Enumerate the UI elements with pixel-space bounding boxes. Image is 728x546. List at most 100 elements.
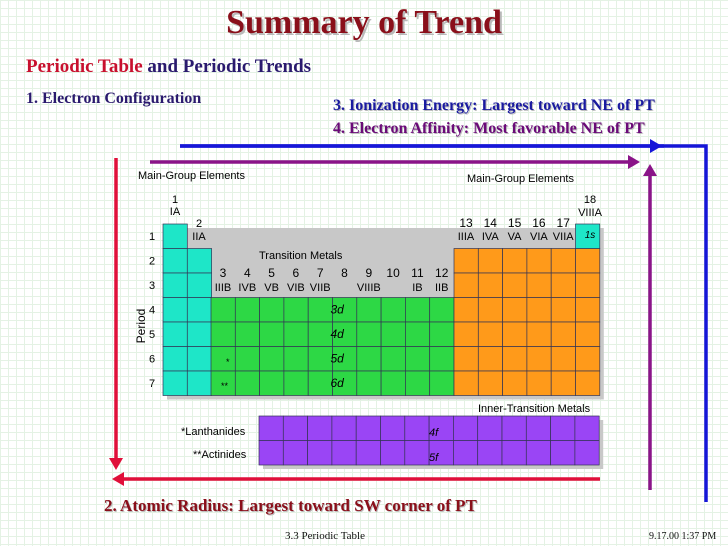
f-block-cell: [574, 415, 600, 441]
s-block-cell: [162, 223, 188, 249]
radius-arrow-down-head: [109, 458, 123, 470]
subtitle-periodic-trends: and Periodic Trends: [147, 56, 312, 77]
orbital-5f-label: 5f: [429, 452, 439, 464]
period-number: 4: [149, 305, 155, 317]
f-block-cell: [550, 415, 576, 441]
s-block-cell: [162, 297, 188, 323]
p-block-cell: [575, 346, 601, 372]
period-number: 3: [149, 280, 155, 292]
d-block-cell: [429, 297, 455, 323]
p-block-cell: [550, 297, 576, 323]
d-group-number: 4: [244, 266, 251, 280]
p-block-cell: [477, 321, 503, 347]
d-group-number: 9: [365, 266, 372, 280]
d-block-cell: [356, 346, 382, 372]
f-block-cell: [307, 415, 333, 441]
p-block-cell: [526, 321, 552, 347]
p-block-cell: [575, 272, 601, 298]
s-block-cell: [186, 297, 212, 323]
s-block-cell: [162, 272, 188, 298]
f-block-cell: [453, 440, 479, 466]
f-block-cell: [331, 440, 357, 466]
d-block-cell: [405, 346, 431, 372]
p-block-cell: [526, 272, 552, 298]
f-block-cell: [453, 415, 479, 441]
p-block-cell: [477, 346, 503, 372]
p-block-cell: [575, 297, 601, 323]
d-block-cell: [429, 321, 455, 347]
p-group-roman: VIA: [530, 231, 548, 243]
d-group-number: 10: [386, 266, 400, 280]
s-block-cell: [162, 346, 188, 372]
period-number: 2: [149, 256, 155, 268]
d-block-cell: [429, 346, 455, 372]
group-1-roman: IA: [170, 206, 181, 218]
d-group-roman: IVB: [238, 282, 256, 294]
slide-title: Summary of Trend: [226, 4, 502, 41]
p-group-roman: IIIA: [458, 231, 475, 243]
p-block-cell: [526, 297, 552, 323]
trend-ionization-energy: 3. Ionization Energy: Largest toward NE …: [333, 97, 655, 114]
d-group-number: 6: [293, 266, 300, 280]
period-number: 6: [149, 354, 155, 366]
d-group-number: 7: [317, 266, 324, 280]
d-block-cell: [283, 297, 309, 323]
d-group-roman: IB: [412, 282, 422, 294]
f-block-cell: [355, 415, 381, 441]
p-block-cell: [477, 272, 503, 298]
d-group-roman: VIB: [287, 282, 305, 294]
d-block-cell: [380, 370, 406, 396]
f-block-cell: [404, 415, 430, 441]
d-block-cell: [332, 370, 358, 396]
p-block-cell: [550, 248, 576, 274]
p-block-cell: [502, 346, 528, 372]
f-block-cell: [380, 415, 406, 441]
f-block-cell: [282, 440, 308, 466]
p-block-cell: [453, 370, 479, 396]
p-group-number: 14: [484, 216, 498, 230]
d-block-cell: [234, 297, 260, 323]
d-group-roman: VB: [264, 282, 279, 294]
f-block-cell: [428, 440, 454, 466]
lanthanides-label: *Lanthanides: [181, 426, 246, 438]
d-block-cell: [380, 297, 406, 323]
d-group-number: 3: [220, 266, 227, 280]
d-block-cell: [429, 370, 455, 396]
slide-footer: 3.3 Periodic Table: [285, 530, 365, 542]
orbital-1s-label: 1s: [585, 230, 596, 241]
trend-electron-affinity: 4. Electron Affinity: Most favorable NE …: [333, 120, 645, 137]
p-block-cell: [575, 370, 601, 396]
f-block-cell: [550, 440, 576, 466]
p-group-roman: IVA: [482, 231, 500, 243]
p-block-cell: [453, 321, 479, 347]
group-2-number: 2: [196, 218, 202, 230]
s-block-cell: [186, 370, 212, 396]
d-block-cell: [259, 297, 285, 323]
d-group-roman: IIB: [435, 282, 448, 294]
p-block-cell: [526, 248, 552, 274]
s-block-cell: [162, 321, 188, 347]
p-block-cell: [502, 297, 528, 323]
d-block-cell: [380, 321, 406, 347]
affinity-arrow-head: [628, 155, 640, 169]
period-number: 5: [149, 329, 155, 341]
d-group-roman: VIIB: [310, 282, 331, 294]
f-block-cell: [501, 415, 527, 441]
d-block-cell: [234, 370, 260, 396]
d-block-cell: [210, 297, 236, 323]
subtitle-periodic-table: Periodic Table: [26, 56, 143, 77]
d-block-cell: [307, 346, 333, 372]
p-block-cell: [477, 297, 503, 323]
trend-atomic-radius: 2. Atomic Radius: Largest toward SW corn…: [104, 496, 477, 515]
p-group-number: 17: [557, 216, 571, 230]
p-block-cell: [477, 370, 503, 396]
trend-electron-configuration: 1. Electron Configuration: [26, 90, 202, 107]
period-number: 7: [149, 378, 155, 390]
d-orbital-label: 6d: [331, 376, 345, 390]
f-block-cell: [331, 415, 357, 441]
group-18-roman: VIIIA: [578, 207, 603, 219]
d-block-cell: [210, 321, 236, 347]
d-block-cell: [259, 321, 285, 347]
d-group-number: 11: [411, 266, 424, 280]
